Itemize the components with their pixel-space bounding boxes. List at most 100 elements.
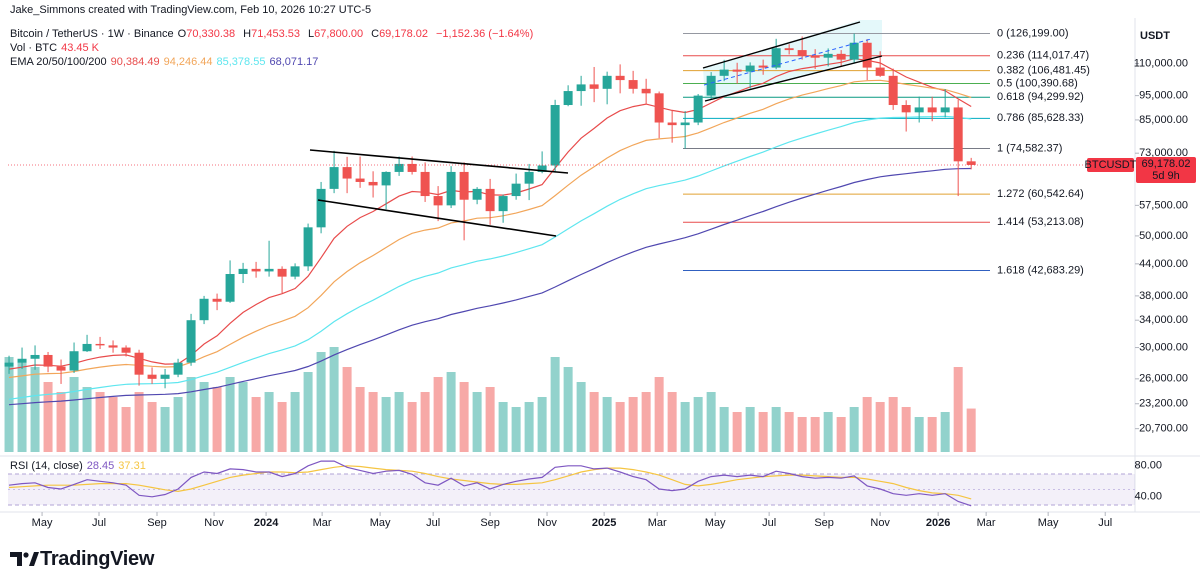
- candle-body: [238, 268, 248, 275]
- ohlc-value: 70,330.38: [186, 28, 236, 40]
- volume-bar: [134, 392, 144, 452]
- ema-line: [8, 79, 972, 379]
- volume-bar: [758, 412, 768, 452]
- volume-bar: [771, 407, 781, 452]
- x-tick-label: 2025: [592, 517, 616, 529]
- volume-bar: [823, 412, 833, 452]
- y-tick-label: 85,000.00: [1139, 114, 1188, 126]
- legend-ema: EMA 20/50/100/200 90,384.49 94,246.44 85,37…: [10, 56, 322, 69]
- candle-body: [147, 374, 157, 379]
- volume-bar: [693, 397, 703, 452]
- candle-body: [524, 171, 534, 184]
- candle-body: [160, 374, 170, 379]
- x-tick-label: Nov: [537, 517, 557, 529]
- volume-bar: [849, 407, 859, 452]
- volume-bar: [173, 397, 183, 452]
- rsi-band: [8, 474, 1135, 505]
- ohlc-item: L67,800.00: [308, 28, 367, 40]
- rsi-value: 28.45: [86, 460, 115, 472]
- candle-body: [433, 196, 443, 206]
- volume-bar: [615, 402, 625, 452]
- volume-bar: [706, 392, 716, 452]
- volume-bar: [433, 377, 443, 452]
- rsi-ma-value: 37.31: [118, 460, 146, 472]
- fib-label: 1.618 (42,683.29): [997, 264, 1084, 276]
- y-tick-label: 57,500.00: [1139, 199, 1188, 211]
- drawings: [309, 21, 883, 237]
- volume-bar: [563, 367, 573, 452]
- volume-bar: [862, 397, 872, 452]
- y-tick-label: 73,000.00: [1139, 147, 1188, 159]
- volume-bar: [472, 392, 482, 452]
- fib-label: 0.5 (100,390.68): [997, 77, 1078, 89]
- volume-bar: [745, 407, 755, 452]
- volume-bar: [199, 382, 209, 452]
- last-price-symbol: BTCUSDT: [1085, 159, 1137, 171]
- candle-body: [394, 163, 404, 172]
- volume-bar: [628, 397, 638, 452]
- candle-body: [589, 84, 599, 89]
- candle-body: [186, 320, 196, 363]
- candle-body: [602, 75, 612, 89]
- candle-body: [615, 75, 625, 81]
- candle-body: [745, 65, 755, 72]
- x-tick-label: Nov: [204, 517, 224, 529]
- ohlc-item: C69,178.02: [371, 28, 432, 40]
- x-tick-label: Jul: [92, 517, 106, 529]
- x-tick-label: Sep: [814, 517, 834, 529]
- x-tick-label: Mar: [648, 517, 667, 529]
- y-tick-label: 95,000.00: [1139, 90, 1188, 102]
- volume-bar: [485, 387, 495, 452]
- ohlc-item: O70,330.38: [178, 28, 240, 40]
- volume-bar: [95, 392, 105, 452]
- rsi-tick-label: 40.00: [1134, 491, 1162, 503]
- candle-body: [550, 105, 560, 166]
- volume-bar: [836, 417, 846, 452]
- y-tick-label: 38,000.00: [1139, 290, 1188, 302]
- x-tick-label: May: [1038, 517, 1059, 529]
- trend-line: [317, 199, 557, 237]
- candle-body: [173, 362, 183, 375]
- volume-bar: [69, 377, 79, 452]
- candle-body: [407, 163, 417, 172]
- ema-line: [8, 115, 972, 400]
- volume-bar: [238, 382, 248, 452]
- fib-label: 1 (74,582.37): [997, 142, 1062, 154]
- volume-bar: [589, 392, 599, 452]
- volume-bar: [680, 402, 690, 452]
- volume-name: Vol · BTC: [10, 42, 58, 54]
- volume-bar: [940, 412, 950, 452]
- ema-name: EMA 20/50/100/200: [10, 56, 107, 68]
- legend-volume: Vol · BTC 43.45 K: [10, 42, 103, 55]
- candle-body: [758, 65, 768, 68]
- candle-body: [121, 347, 131, 353]
- ohlc-key: L: [308, 28, 315, 40]
- volume-bar: [537, 397, 547, 452]
- volume-bar: [316, 352, 326, 452]
- candle-body: [134, 352, 144, 375]
- volume-bar: [420, 392, 430, 452]
- candle-body: [927, 107, 937, 113]
- volume-bar: [225, 377, 235, 452]
- x-tick-label: Sep: [147, 517, 167, 529]
- volume-bar: [914, 417, 924, 452]
- volume-bar: [784, 412, 794, 452]
- x-tick-label: Jul: [762, 517, 776, 529]
- volume-bar: [56, 392, 66, 452]
- volume-bar: [407, 402, 417, 452]
- volume-bar: [732, 412, 742, 452]
- candle-body: [901, 105, 911, 113]
- brand: TradingView: [40, 548, 155, 570]
- candle-body: [329, 167, 339, 189]
- candle-body: [823, 53, 833, 58]
- candle-body: [849, 42, 859, 60]
- candle-body: [420, 171, 430, 197]
- volume-bar: [459, 382, 469, 452]
- candle-body: [797, 50, 807, 56]
- last-price-box: [1136, 156, 1196, 183]
- volume-bar: [368, 392, 378, 452]
- ohlc-item: H71,453.53: [243, 28, 304, 40]
- fib-label: 0 (126,199.00): [997, 27, 1069, 39]
- volume-bar: [108, 397, 118, 452]
